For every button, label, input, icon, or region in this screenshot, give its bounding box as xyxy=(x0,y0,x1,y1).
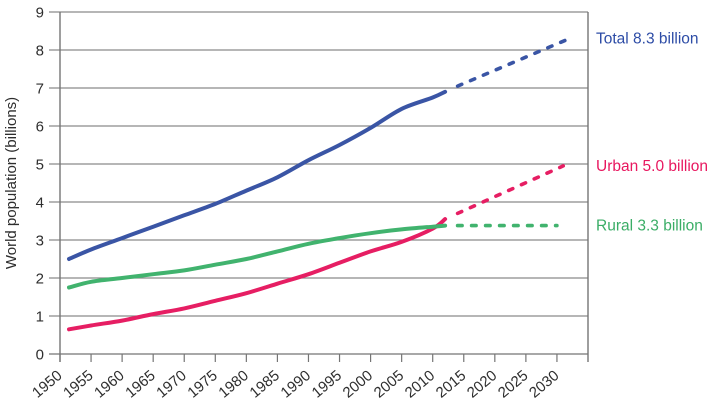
y-tick-label: 8 xyxy=(36,43,44,60)
y-tick-label: 1 xyxy=(36,309,44,326)
x-tick-label: 1985 xyxy=(246,367,282,401)
x-tick-label: 2025 xyxy=(495,367,531,401)
x-tick-label: 2010 xyxy=(402,367,438,401)
series-line-rural xyxy=(67,223,448,290)
x-tick-label: 1960 xyxy=(91,367,127,401)
x-tick-label: 1975 xyxy=(184,367,220,401)
x-tick-label: 1950 xyxy=(29,367,65,401)
y-tick-label: 5 xyxy=(36,157,44,174)
grid-layer xyxy=(49,11,588,355)
x-tick-label: 1980 xyxy=(215,367,251,401)
series-label-rural: Rural 3.3 billion xyxy=(596,218,703,235)
series-projection-total xyxy=(455,36,572,88)
x-tick-label: 2000 xyxy=(340,367,376,401)
x-tick-label: 1955 xyxy=(60,367,96,401)
y-tick-label: 7 xyxy=(36,81,44,98)
series-label-total: Total 8.3 billion xyxy=(596,31,699,48)
series-line-total xyxy=(67,89,448,261)
x-tick-label: 1965 xyxy=(122,367,158,401)
x-tick-label: 1990 xyxy=(278,367,314,401)
y-tick-label: 0 xyxy=(36,347,44,364)
x-tick-label: 2030 xyxy=(526,367,562,401)
y-tick-label: 2 xyxy=(36,271,44,288)
x-tick-label: 1995 xyxy=(309,367,345,401)
axis-layer xyxy=(59,12,589,362)
x-tick-label: 1970 xyxy=(153,367,189,401)
y-tick-label: 4 xyxy=(36,195,44,212)
series-layer xyxy=(67,36,572,332)
series-line-urban xyxy=(67,217,448,332)
y-tick-label: 6 xyxy=(36,119,44,136)
x-tick-label: 2020 xyxy=(464,367,500,401)
series-projection-urban xyxy=(455,164,565,216)
y-axis-title: World population (billions) xyxy=(3,97,20,269)
y-tick-label: 9 xyxy=(36,5,44,22)
x-tick-label: 2015 xyxy=(433,367,469,401)
y-tick-label: 3 xyxy=(36,233,44,250)
x-tick-label: 2005 xyxy=(371,367,407,401)
series-label-urban: Urban 5.0 billion xyxy=(596,158,708,175)
